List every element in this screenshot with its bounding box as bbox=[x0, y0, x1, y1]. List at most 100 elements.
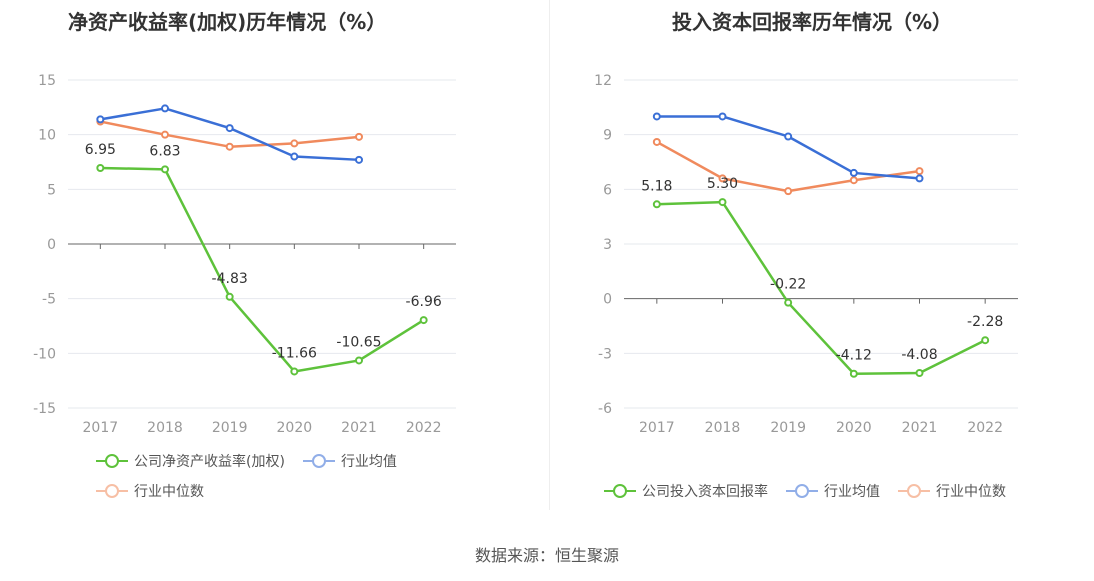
data-point-industry-median bbox=[355, 132, 363, 141]
y-tick-label: 6 bbox=[603, 182, 612, 198]
data-point-industry-median bbox=[784, 187, 793, 196]
data-point-company bbox=[355, 356, 363, 365]
x-tick-label: 2017 bbox=[83, 420, 119, 436]
x-tick-label: 2019 bbox=[770, 420, 806, 436]
data-point-company bbox=[161, 165, 169, 174]
roe-chart-plot: 15 10 5 0 -5 -10 -15 2017 2018 2019 2020 2021 2022 6.… bbox=[33, 73, 456, 436]
y-tick-label: -10 bbox=[33, 346, 56, 362]
series-line-company bbox=[656, 200, 986, 375]
x-tick-label: 2021 bbox=[902, 420, 938, 436]
roe-chart-title: 净资产收益率(加权)历年情况（%） bbox=[68, 10, 387, 34]
data-label-company: -0.22 bbox=[770, 277, 806, 293]
data-point-company bbox=[290, 367, 299, 376]
x-tick-label: 2021 bbox=[341, 420, 377, 436]
y-tick-label: 10 bbox=[38, 128, 56, 144]
y-tick-label: 0 bbox=[603, 292, 612, 308]
data-label-company: -4.08 bbox=[901, 347, 937, 363]
legend-item-industry-median[interactable]: 行业中位数 bbox=[898, 481, 1006, 501]
series-line-industry-median bbox=[656, 140, 920, 193]
data-label-company: 6.83 bbox=[149, 143, 180, 159]
x-tick-label: 2020 bbox=[277, 420, 313, 436]
y-tick-label: 12 bbox=[594, 73, 612, 89]
legend-industry-median-label: 行业中位数 bbox=[936, 484, 1006, 500]
legend-item-industry-median[interactable]: 行业中位数 bbox=[96, 481, 204, 501]
data-point-industry-mean bbox=[784, 132, 793, 141]
roic-chart-plot: 12 9 6 3 0 -3 -6 2017 2018 2019 2020 2021 2022 5.18 5.… bbox=[594, 73, 1018, 436]
data-point-company bbox=[915, 369, 924, 378]
x-tick-label: 2018 bbox=[147, 420, 183, 436]
series-line-industry-mean bbox=[656, 115, 920, 180]
panel-divider bbox=[549, 0, 550, 510]
data-point-industry-median bbox=[849, 176, 858, 185]
x-tick-label: 2022 bbox=[967, 420, 1003, 436]
legend-industry-mean-marker bbox=[302, 453, 335, 469]
legend-item-company[interactable]: 公司净资产收益率(加权) bbox=[96, 451, 285, 471]
data-label-company: -4.12 bbox=[836, 348, 872, 364]
legend-industry-median-marker bbox=[96, 483, 128, 499]
data-point-company bbox=[981, 336, 990, 345]
legend-industry-mean-marker bbox=[786, 483, 818, 499]
y-tick-label: 15 bbox=[38, 73, 56, 89]
x-tick-label: 2019 bbox=[212, 420, 248, 436]
data-point-industry-mean bbox=[915, 174, 924, 183]
data-point-industry-mean bbox=[718, 112, 727, 121]
y-tick-label: -5 bbox=[42, 292, 56, 308]
data-point-industry-median bbox=[161, 130, 169, 139]
x-tick-label: 2018 bbox=[705, 420, 741, 436]
source-note: 数据来源：恒生聚源 bbox=[474, 546, 619, 565]
data-point-industry-mean bbox=[355, 155, 363, 164]
y-tick-label: -3 bbox=[598, 346, 612, 362]
data-point-industry-median bbox=[652, 137, 661, 146]
data-point-industry-mean bbox=[849, 168, 858, 177]
legend-company-marker bbox=[604, 483, 636, 499]
y-tick-label: 3 bbox=[603, 237, 612, 253]
data-point-company bbox=[652, 200, 661, 209]
legend-item-industry-mean[interactable]: 行业均值 bbox=[302, 451, 397, 471]
data-label-company: 6.95 bbox=[85, 142, 116, 158]
data-point-industry-mean bbox=[225, 124, 234, 133]
legend-company-marker bbox=[96, 453, 128, 469]
x-tick-label: 2017 bbox=[639, 420, 675, 436]
legend-industry-mean-label: 行业均值 bbox=[824, 484, 880, 500]
y-tick-label: 9 bbox=[603, 128, 612, 144]
series-line-company bbox=[100, 166, 425, 373]
data-point-industry-median bbox=[290, 139, 299, 148]
legend-item-company[interactable]: 公司投入资本回报率 bbox=[604, 481, 768, 501]
y-tick-label: -15 bbox=[33, 401, 56, 417]
data-point-industry-mean bbox=[290, 152, 299, 161]
data-label-company: -6.96 bbox=[406, 294, 442, 310]
roic-chart-panel: 投入资本回报率历年情况（%） 12 9 6 3 0 -3 -6 2017 2018 2019 202… bbox=[552, 0, 1094, 520]
legend-industry-median-label: 行业中位数 bbox=[134, 484, 204, 500]
data-point-industry-median bbox=[225, 142, 234, 151]
y-tick-label: -6 bbox=[598, 401, 612, 417]
data-point-industry-mean bbox=[161, 104, 169, 113]
data-point-company bbox=[419, 316, 428, 325]
data-point-company bbox=[225, 292, 234, 301]
x-tick-label: 2022 bbox=[406, 420, 442, 436]
data-point-company bbox=[96, 164, 105, 173]
y-tick-label: 5 bbox=[47, 182, 56, 198]
data-label-company: -11.66 bbox=[272, 345, 317, 361]
legend-company-label: 公司净资产收益率(加权) bbox=[134, 454, 285, 470]
roic-chart-title: 投入资本回报率历年情况（%） bbox=[672, 10, 953, 34]
data-point-industry-median bbox=[915, 167, 924, 176]
roe-chart-legend: 公司净资产收益率(加权) 行业均值 行业中位数 bbox=[96, 446, 415, 506]
legend-industry-mean-label: 行业均值 bbox=[340, 454, 397, 470]
data-point-industry-mean bbox=[96, 115, 105, 124]
data-point-industry-median bbox=[718, 174, 727, 183]
data-point-company bbox=[784, 298, 793, 307]
data-point-industry-mean bbox=[652, 112, 661, 121]
legend-industry-median-marker bbox=[898, 483, 930, 499]
roic-chart-legend: 公司投入资本回报率 行业均值 行业中位数 bbox=[604, 476, 1024, 506]
legend-company-label: 公司投入资本回报率 bbox=[642, 484, 768, 500]
x-tick-label: 2020 bbox=[836, 420, 872, 436]
series-line-industry-mean bbox=[100, 107, 360, 162]
data-label-company: -4.83 bbox=[212, 271, 248, 287]
data-point-company bbox=[849, 369, 858, 378]
legend-item-industry-mean[interactable]: 行业均值 bbox=[786, 481, 880, 501]
data-label-company: 5.18 bbox=[641, 178, 672, 194]
data-label-company: -2.28 bbox=[967, 314, 1003, 330]
roe-chart-panel: 净资产收益率(加权)历年情况（%） 15 10 5 0 -5 -10 -15 2017 2018… bbox=[0, 0, 548, 520]
y-tick-label: 0 bbox=[47, 237, 56, 253]
data-label-company: 5.30 bbox=[707, 176, 738, 192]
